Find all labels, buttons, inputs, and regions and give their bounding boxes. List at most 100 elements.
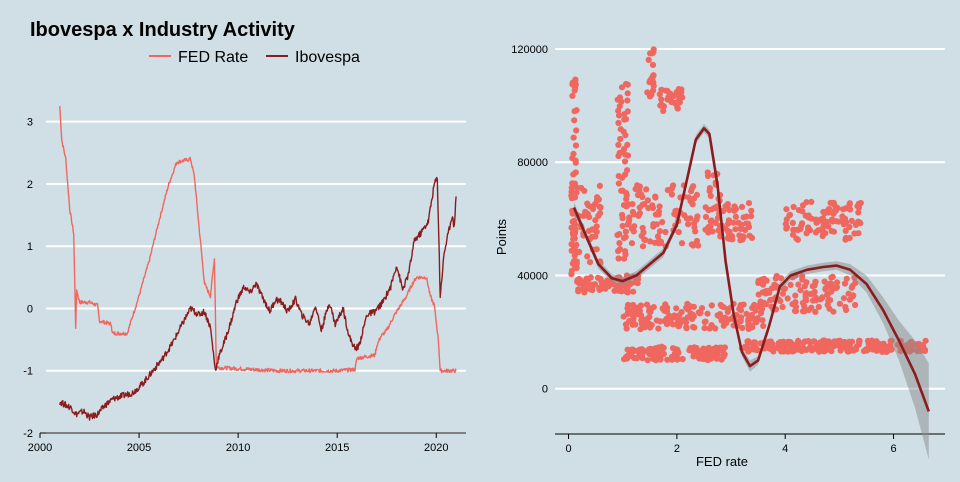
scatter-point [827, 297, 834, 304]
scatter-point [773, 272, 780, 280]
scatter-point [572, 242, 579, 250]
scatter-point [568, 247, 575, 254]
scatter-point [708, 322, 715, 329]
scatter-point [586, 259, 594, 266]
scatter-point [679, 355, 686, 363]
scatter-point [650, 221, 657, 228]
scatter-point [737, 318, 744, 325]
scatter-point [784, 295, 791, 302]
scatter-point [624, 305, 631, 312]
scatter-point [779, 303, 786, 311]
scatter-point [830, 228, 838, 235]
scatter-point [739, 324, 746, 332]
scatter-point [701, 318, 708, 326]
scatter-point [671, 312, 678, 319]
scatter-point [646, 324, 654, 331]
scatter-point [826, 205, 833, 213]
scatter-point [922, 337, 929, 344]
scatter-point [704, 172, 712, 180]
scatter-point [668, 191, 676, 198]
scatter-point [857, 199, 864, 207]
scatter-point [650, 49, 657, 56]
scatter-point [615, 119, 622, 127]
left-y-tick-label: 0 [27, 303, 33, 315]
scatter-point [630, 288, 637, 295]
scatter-point [795, 281, 802, 288]
scatter-point [863, 347, 871, 354]
scatter-point [645, 56, 652, 64]
scatter-point [726, 228, 733, 235]
scatter-point [792, 292, 799, 299]
scatter-point [595, 212, 602, 219]
scatter-point [833, 218, 840, 225]
scatter-point [649, 204, 657, 212]
left-y-tick-label: 1 [27, 241, 33, 253]
scatter-point [635, 212, 642, 219]
scatter-point [624, 352, 631, 359]
scatter-point [576, 248, 583, 255]
scatter-point [690, 313, 697, 320]
scatter-point [615, 255, 622, 262]
scatter-point [702, 213, 710, 220]
scatter-point [716, 311, 724, 318]
scatter-point [585, 227, 593, 234]
scatter-point [664, 356, 671, 363]
scatter-point [622, 132, 629, 139]
scatter-point [720, 304, 727, 311]
scatter-point [832, 207, 839, 214]
chart-title: Ibovespa x Industry Activity [30, 19, 296, 41]
scatter-point [736, 232, 743, 239]
scatter-point [731, 203, 738, 210]
left-x-tick-label: 2005 [127, 442, 151, 454]
scatter-point [848, 217, 855, 224]
scatter-point [623, 325, 630, 332]
scatter-point [624, 97, 631, 104]
scatter-point [645, 205, 652, 212]
scatter-point [812, 278, 819, 285]
scatter-point [732, 226, 739, 233]
scatter-point [621, 158, 629, 165]
scatter-point [841, 280, 849, 287]
scatter-point [801, 308, 808, 315]
scatter-point [767, 345, 774, 353]
scatter-point [812, 229, 820, 236]
scatter-point [842, 227, 849, 234]
scatter-point [642, 236, 649, 244]
scatter-point [723, 318, 730, 325]
scatter-point [842, 234, 850, 241]
scatter-point [670, 182, 677, 189]
scatter-point [658, 96, 665, 103]
scatter-point [695, 242, 702, 249]
scatter-point [799, 208, 806, 215]
scatter-point [725, 220, 732, 227]
scatter-point [724, 308, 731, 315]
scatter-point [658, 86, 665, 94]
scatter-point [697, 309, 704, 316]
scatter-point [629, 346, 636, 353]
scatter-point [624, 285, 631, 292]
scatter-point [695, 354, 702, 361]
scatter-point [687, 196, 694, 203]
scatter-point [830, 285, 837, 292]
scatter-point [825, 343, 832, 350]
scatter-point [720, 352, 727, 359]
scatter-point [571, 87, 578, 94]
ibovespa-line [59, 176, 457, 421]
scatter-point [569, 218, 576, 225]
scatter-point [759, 317, 766, 324]
right-y-tick-label: 0 [542, 384, 548, 396]
scatter-point [845, 338, 853, 345]
scatter-point [631, 305, 638, 312]
scatter-point [568, 271, 575, 278]
scatter-point [818, 294, 826, 301]
scatter-point [622, 233, 629, 240]
scatter-point [569, 180, 576, 187]
scatter-point [887, 342, 894, 349]
scatter-point [809, 297, 817, 304]
scatter-point [782, 221, 789, 228]
scatter-point [753, 302, 760, 309]
scatter-point [617, 135, 624, 143]
scatter-point [724, 235, 732, 242]
scatter-point [690, 242, 697, 249]
left-x-axis: 2000 2005 2010 2015 2020 [28, 432, 466, 454]
